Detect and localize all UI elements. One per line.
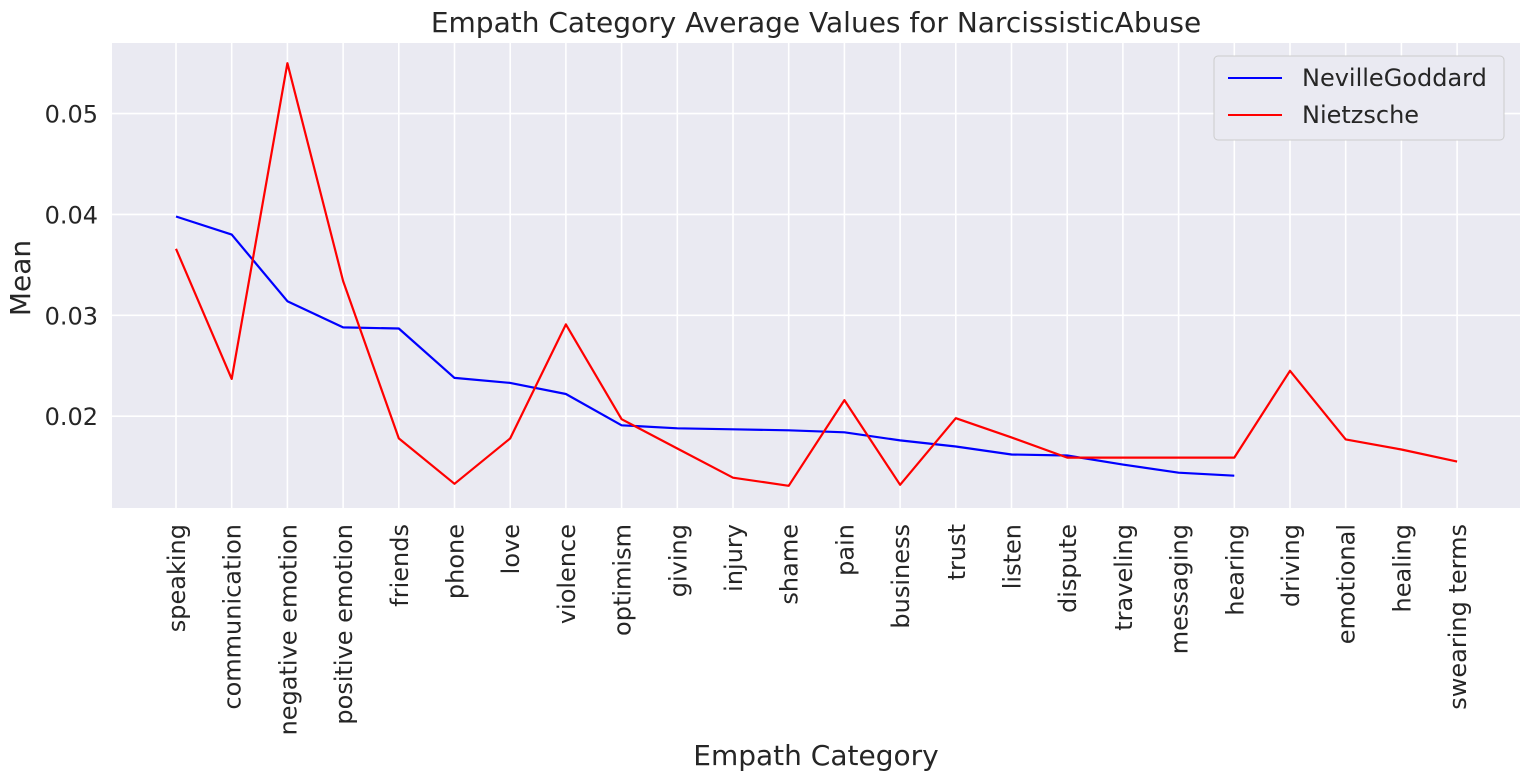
x-tick-label-phone: phone [442, 524, 470, 599]
x-tick-label-shame: shame [776, 524, 804, 605]
legend: NevilleGoddard Nietzsche [1213, 55, 1505, 141]
x-tick-label-swearing-terms: swearing terms [1444, 524, 1472, 710]
y-tick-labels: 0.02 0.03 0.04 0.05 [45, 101, 98, 432]
x-tick-label-emotional: emotional [1333, 524, 1361, 644]
chart-title: Empath Category Average Values for Narci… [431, 6, 1201, 39]
x-tick-label-positive-emotion: positive emotion [330, 524, 358, 725]
x-tick-label-messaging: messaging [1166, 524, 1194, 654]
y-tick-label-0-02: 0.02 [45, 403, 98, 431]
x-tick-label-driving: driving [1277, 524, 1305, 607]
x-tick-label-hearing: hearing [1221, 524, 1249, 616]
x-tick-label-optimism: optimism [609, 524, 637, 636]
x-tick-label-trust: trust [943, 524, 971, 580]
x-tick-label-healing: healing [1388, 524, 1416, 612]
x-tick-label-business: business [887, 524, 915, 629]
x-tick-label-friends: friends [386, 524, 414, 607]
x-tick-labels: speaking communication negative emotion pos… [163, 524, 1472, 735]
x-tick-label-injury: injury [720, 524, 748, 592]
x-tick-label-violence: violence [553, 524, 581, 624]
x-tick-label-speaking: speaking [163, 524, 191, 632]
x-tick-label-giving: giving [664, 524, 692, 597]
x-tick-label-love: love [497, 524, 525, 574]
x-tick-label-communication: communication [219, 524, 247, 710]
legend-label-nietzsche: Nietzsche [1302, 101, 1419, 129]
y-tick-label-0-05: 0.05 [45, 101, 98, 129]
x-tick-label-pain: pain [831, 524, 859, 576]
x-tick-label-listen: listen [999, 524, 1027, 589]
x-tick-label-negative-emotion: negative emotion [274, 524, 302, 735]
y-tick-label-0-03: 0.03 [45, 302, 98, 330]
x-tick-label-traveling: traveling [1110, 524, 1138, 631]
x-axis-label: Empath Category [693, 739, 938, 772]
x-tick-label-dispute: dispute [1054, 524, 1082, 613]
grid [112, 43, 1520, 508]
series-line-nietzsche [174, 62, 1458, 487]
y-tick-label-0-04: 0.04 [45, 201, 98, 229]
legend-box [1213, 55, 1505, 141]
y-axis-label: Mean [4, 240, 37, 316]
series-layer [174, 62, 1458, 487]
legend-label-nevillegoddard: NevilleGoddard [1302, 64, 1487, 92]
